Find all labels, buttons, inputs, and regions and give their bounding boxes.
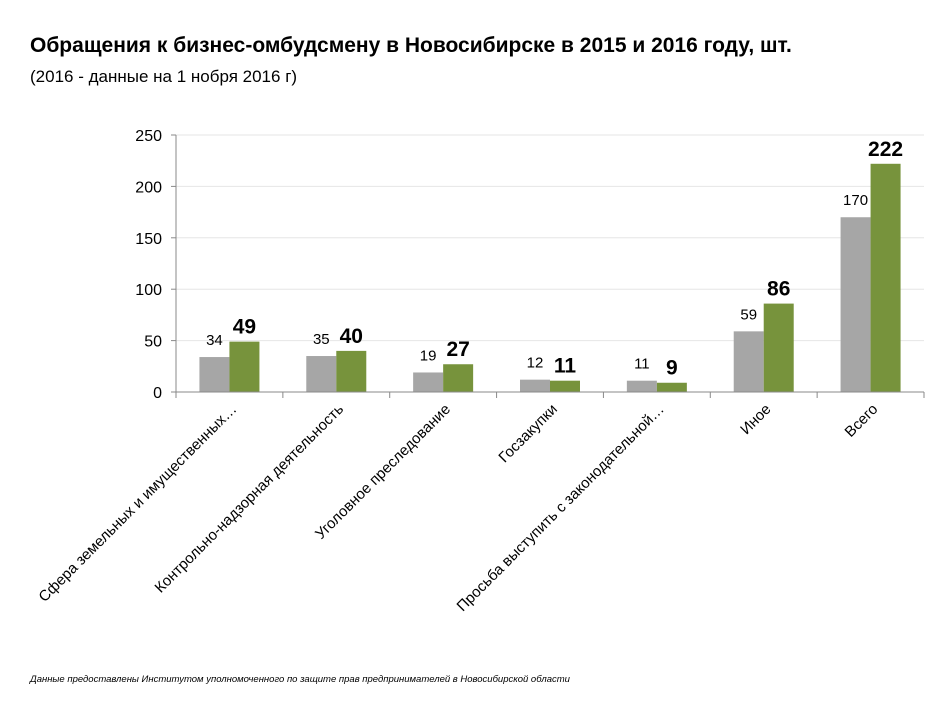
data-label-2016: 49 <box>233 316 256 339</box>
y-tick-label: 200 <box>135 179 162 196</box>
category-label: Иное <box>737 401 774 438</box>
data-label-2015: 19 <box>420 347 437 364</box>
bar-2015 <box>733 331 764 392</box>
category-label: Контрольно-надзорная деятельность <box>152 401 348 597</box>
y-tick-label: 150 <box>135 231 162 248</box>
axes <box>171 134 925 398</box>
bar-2016 <box>763 303 794 392</box>
bar-2015 <box>306 356 337 392</box>
data-label-2015: 59 <box>740 306 757 323</box>
bar-2016 <box>229 341 260 392</box>
data-label-2016: 222 <box>868 138 903 161</box>
bar-2015 <box>626 380 657 392</box>
data-label-2016: 86 <box>767 278 790 301</box>
bar-2016 <box>336 350 367 392</box>
page-title: Обращения к бизнес-омбудсмену в Новосиби… <box>30 34 792 57</box>
category-label: Госзакупки <box>495 401 560 466</box>
bar-2015 <box>520 379 550 392</box>
data-label-2016: 40 <box>340 325 363 348</box>
bars <box>199 163 901 392</box>
data-label-2015: 35 <box>313 331 330 348</box>
page-subtitle: (2016 - данные на 1 нобря 2016 г) <box>30 67 298 86</box>
data-label-2016: 9 <box>666 357 678 380</box>
category-label: Сфера земельных и имущественных… <box>35 401 240 606</box>
category-label: Просьба выступить с законодательной… <box>454 401 668 615</box>
y-tick-label: 250 <box>135 128 162 145</box>
bar-2015 <box>840 217 871 392</box>
bar-2015 <box>199 357 230 392</box>
data-label-2016: 11 <box>554 355 577 378</box>
source-note: Данные предоставлены Институтом уполномо… <box>30 674 570 685</box>
gridlines <box>176 134 924 342</box>
bar-2015 <box>413 372 444 392</box>
bar-2016 <box>550 380 580 392</box>
data-label-2015: 12 <box>527 355 544 372</box>
y-tick-label: 100 <box>135 282 162 299</box>
bar-2016 <box>443 364 474 392</box>
data-label-2015: 11 <box>634 356 650 373</box>
bar-2016 <box>656 382 687 392</box>
bar-2016 <box>870 163 901 392</box>
y-tick-label: 0 <box>153 385 162 402</box>
y-tick-label: 50 <box>144 334 162 351</box>
data-label-2016: 27 <box>446 338 469 361</box>
data-label-2015: 34 <box>206 332 223 349</box>
category-label: Всего <box>842 401 882 441</box>
data-label-2015: 170 <box>843 192 868 209</box>
